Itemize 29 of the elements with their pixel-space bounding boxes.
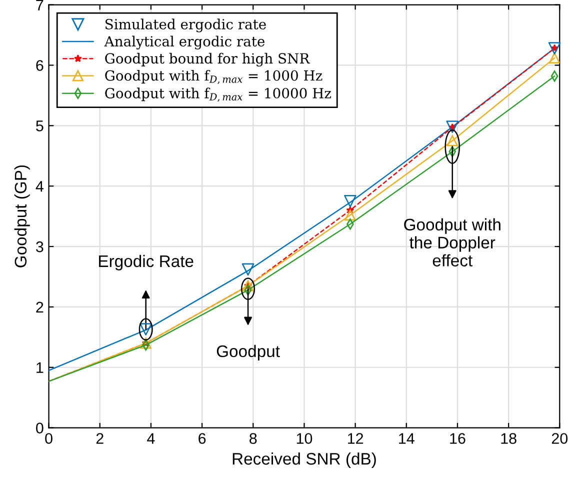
- y-tick-label: 0: [36, 422, 44, 434]
- annotation: Goodput: [216, 344, 280, 360]
- x-tick-label: 12: [348, 433, 364, 444]
- x-tick-label: 0: [45, 433, 52, 444]
- annotation: Goodput with the Doppler effect: [404, 218, 500, 266]
- legend-label: Goodput with f$_{D,max}$ = 1000 Hz: [105, 70, 322, 84]
- x-tick-label: 10: [296, 433, 312, 444]
- x-tick-label: 2: [96, 433, 104, 444]
- legend-label: Simulated ergodic rate: [106, 18, 266, 32]
- x-tick-label: 16: [450, 433, 466, 444]
- y-tick-label: 1: [36, 362, 44, 373]
- x-tick-label: 8: [250, 433, 257, 444]
- y-tick-label: 3: [36, 241, 44, 252]
- y-axis-title: Goodput (GP): [14, 165, 30, 268]
- y-tick-label: 5: [36, 120, 44, 132]
- legend-label: Goodput bound for high SNR: [105, 52, 310, 67]
- y-tick-label: 2: [36, 302, 44, 312]
- x-axis-title: Received SNR (dB): [232, 452, 376, 468]
- x-tick-label: 4: [147, 433, 155, 444]
- annotation: Ergodic Rate: [99, 254, 194, 270]
- y-tick-label: 4: [36, 181, 44, 192]
- y-tick-label: 7: [36, 0, 44, 10]
- x-tick-label: 6: [198, 433, 206, 444]
- legend-label: Goodput with f$_{D,max}$ = 10000 Hz: [105, 88, 331, 102]
- legend-label: Analytical ergodic rate: [104, 36, 264, 50]
- y-tick-label: 6: [36, 60, 44, 71]
- x-tick-label: 14: [399, 433, 414, 444]
- x-tick-label: 20: [552, 433, 568, 444]
- x-tick-label: 18: [501, 433, 516, 444]
